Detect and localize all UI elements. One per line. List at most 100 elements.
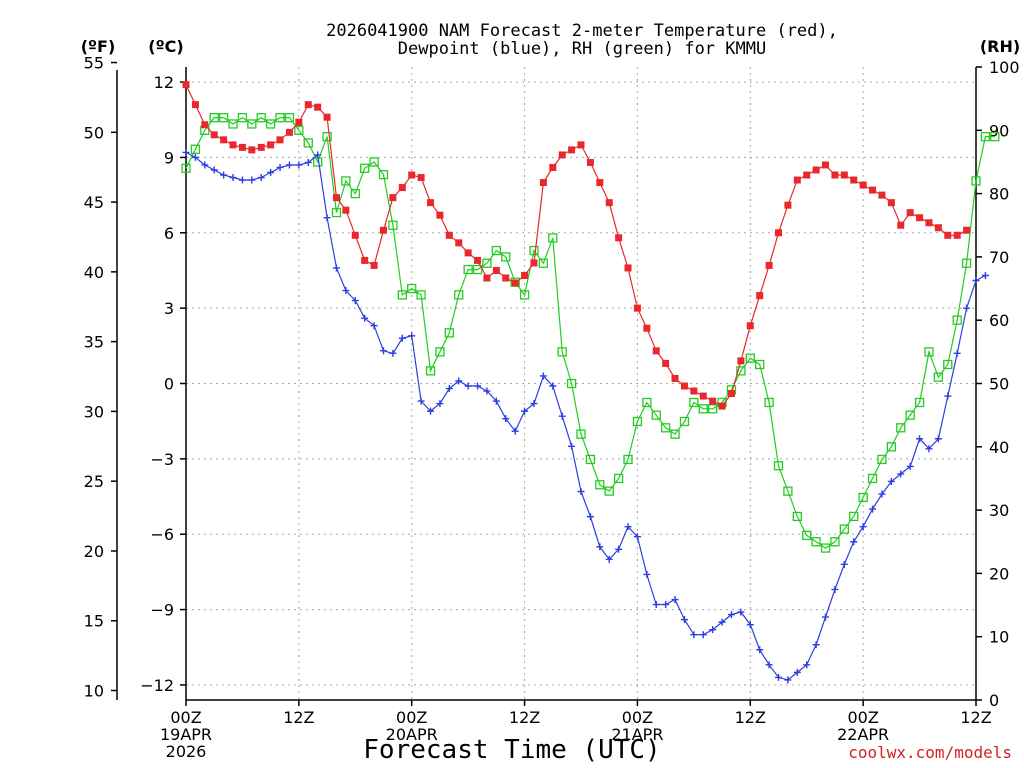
- dewpoint-point: [690, 631, 698, 639]
- x-tick-label: 12Z: [283, 708, 314, 727]
- x-tick-label: 00Z: [847, 708, 878, 727]
- temperature-point: [605, 199, 613, 207]
- dewpoint-point: [981, 271, 989, 279]
- temperature-point: [285, 128, 293, 136]
- dewpoint-point: [182, 148, 190, 156]
- temperature-point: [201, 121, 209, 129]
- temperature-point: [427, 199, 435, 207]
- dewpoint-point: [934, 435, 942, 443]
- dewpoint-point: [314, 151, 322, 159]
- dewpoint-point: [577, 488, 585, 496]
- dewpoint-point: [643, 570, 651, 578]
- rh-point: [416, 290, 426, 300]
- temperature-point: [662, 359, 670, 367]
- rh-point: [425, 366, 436, 376]
- rh-point: [369, 157, 379, 167]
- x-tick-label: 00Z: [396, 708, 427, 727]
- rh-point: [566, 378, 577, 389]
- x-tick-label: 22APR: [837, 725, 889, 744]
- temperature-point: [633, 304, 641, 312]
- celsius-tick-label: −12: [140, 676, 174, 695]
- dewpoint-point: [323, 214, 331, 222]
- dewpoint-point: [455, 377, 463, 385]
- rh-tick-label: 10: [989, 628, 1009, 647]
- chart-title-line-2: Dewpoint (blue), RH (green) for KMMU: [398, 39, 766, 59]
- fahrenheit-unit-label: (ºF): [81, 37, 116, 56]
- x-axis-label: Forecast Time (UTC): [363, 735, 660, 765]
- rh-tick-label: 90: [989, 121, 1009, 140]
- temperature-point: [944, 231, 952, 239]
- temperature-point: [624, 264, 632, 272]
- dewpoint-point: [586, 513, 594, 521]
- temperature-point: [455, 239, 463, 247]
- temperature-point: [351, 231, 359, 239]
- x-tick-label: 12Z: [509, 708, 540, 727]
- temperature-point: [248, 146, 256, 154]
- celsius-unit-label: (ºC): [148, 37, 183, 56]
- rh-point: [378, 169, 389, 180]
- temperature-point: [436, 211, 444, 219]
- temperature-point: [615, 234, 623, 242]
- rh-tick-label: 100: [989, 58, 1020, 77]
- dewpoint-point: [248, 176, 256, 184]
- rh-point: [849, 511, 859, 522]
- dewpoint-point: [897, 470, 905, 478]
- temperature-point: [304, 101, 312, 109]
- temperature-point: [718, 402, 726, 410]
- temperature-point: [934, 224, 942, 232]
- temperature-point: [690, 387, 698, 395]
- rh-point: [576, 429, 586, 439]
- rh-point: [886, 442, 897, 452]
- dewpoint-point: [530, 400, 538, 408]
- temperature-point: [652, 347, 660, 355]
- rh-point: [388, 220, 398, 230]
- dewpoint-point: [238, 176, 246, 184]
- temperature-point: [464, 249, 472, 257]
- x-tick-label: 21APR: [611, 725, 663, 744]
- temperature-point: [182, 81, 190, 89]
- fahrenheit-tick-label: 25: [84, 472, 104, 491]
- temperature-point: [380, 226, 387, 234]
- dewpoint-point: [511, 427, 519, 435]
- rh-point: [482, 258, 492, 268]
- dewpoint-point: [718, 618, 726, 626]
- dewpoint-point: [793, 668, 801, 676]
- temperature-point: [765, 261, 773, 269]
- rh-point: [331, 207, 342, 218]
- rh-point: [407, 283, 417, 294]
- rh-point: [190, 144, 201, 154]
- rh-point: [896, 423, 906, 433]
- temperature-point: [474, 256, 482, 264]
- rh-point: [858, 492, 868, 503]
- dewpoint-point: [276, 163, 284, 171]
- rh-point: [820, 543, 831, 553]
- celsius-tick-label: 9: [164, 148, 174, 167]
- rh-point: [745, 353, 755, 363]
- rh-point: [792, 511, 802, 522]
- rh-point: [632, 416, 643, 427]
- rh-point: [265, 119, 276, 129]
- dewpoint-point: [483, 387, 491, 395]
- dewpoint-point: [746, 621, 754, 629]
- dewpoint-point: [229, 174, 237, 182]
- temperature-point: [671, 374, 679, 382]
- dewpoint-point: [521, 407, 529, 415]
- temperature-point: [267, 141, 275, 149]
- celsius-tick-label: 6: [164, 224, 174, 243]
- rh-point: [642, 397, 652, 408]
- temperature-point: [953, 231, 961, 239]
- rh-point: [360, 163, 370, 173]
- temperature-point: [398, 184, 406, 192]
- x-tick-label: 00Z: [170, 708, 201, 727]
- rh-point: [660, 423, 671, 433]
- temperature-point: [361, 256, 369, 264]
- temperature-point: [342, 206, 350, 214]
- temperature-point: [257, 143, 265, 151]
- fahrenheit-tick-label: 30: [84, 402, 104, 421]
- rh-point: [933, 372, 944, 382]
- celsius-tick-label: 3: [164, 299, 174, 318]
- celsius-tick-label: 12: [154, 73, 174, 92]
- dewpoint-point: [295, 161, 303, 169]
- temperature-point: [549, 163, 557, 171]
- fahrenheit-tick-label: 10: [84, 682, 104, 701]
